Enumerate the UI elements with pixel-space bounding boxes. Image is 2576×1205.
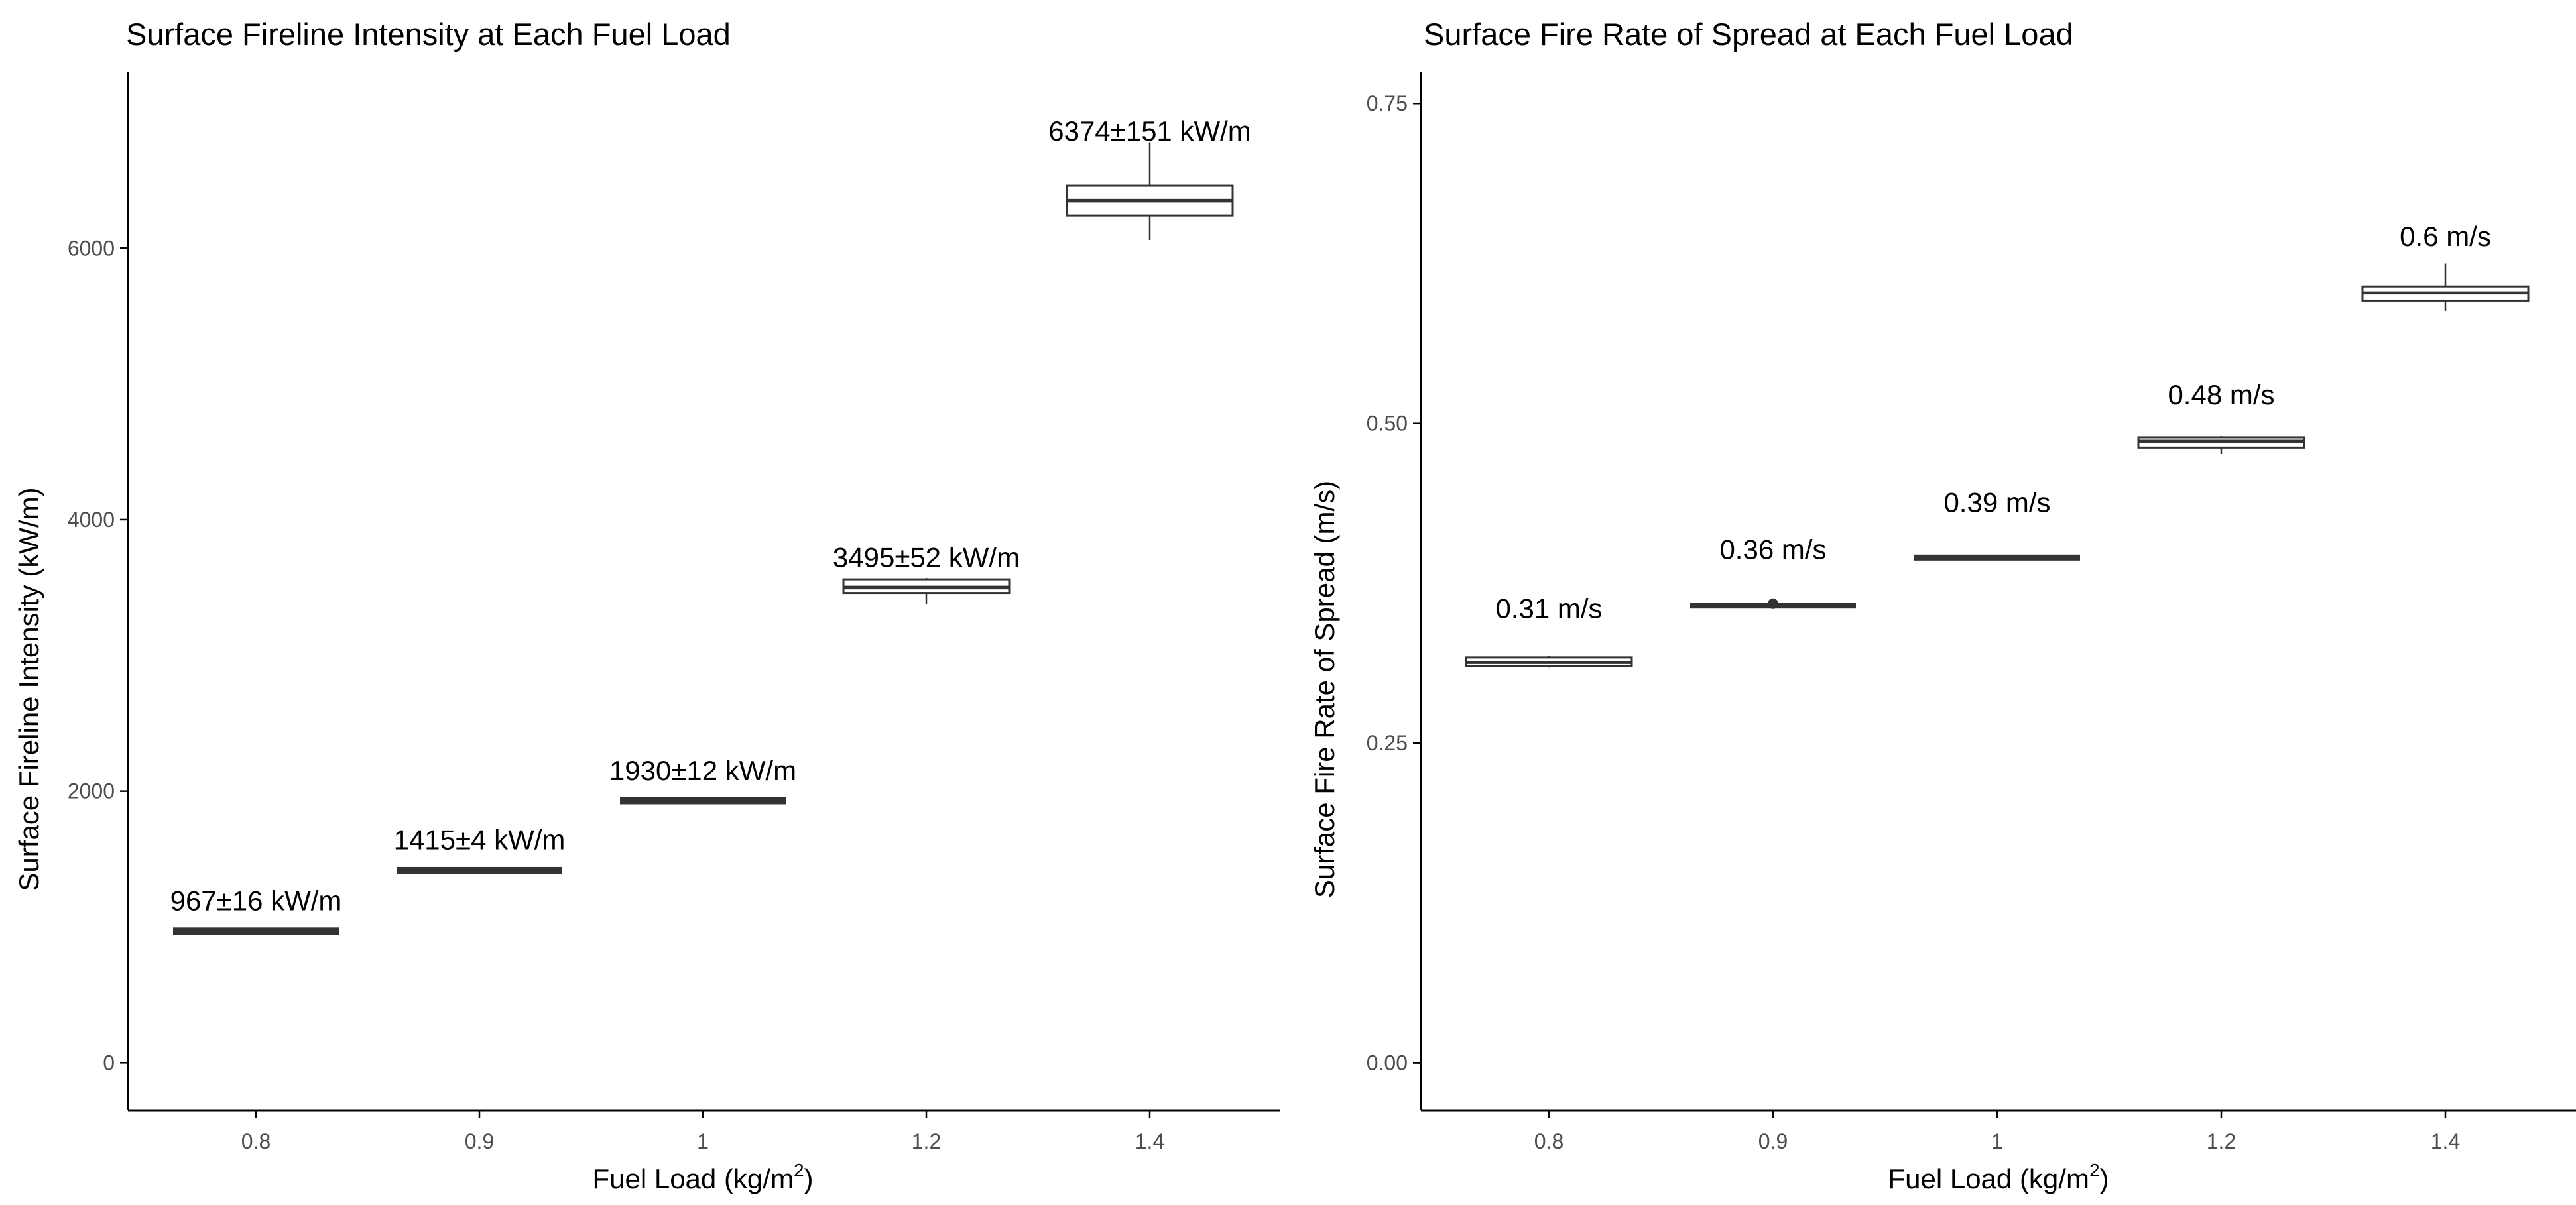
x-tick-label: 1.2 xyxy=(2207,1129,2236,1153)
x-tick-label: 1.4 xyxy=(2431,1129,2460,1153)
x-tick-label: 1.4 xyxy=(1135,1129,1164,1153)
data-labels: 0.31 m/s 0.36 m/s 0.39 m/s 0.48 m/s 0.6 m/s xyxy=(1495,221,2490,624)
y-tick-label: 0.25 xyxy=(1367,731,1408,755)
data-label: 0.48 m/s xyxy=(2168,379,2274,410)
x-tick-label: 0.8 xyxy=(1534,1129,1564,1153)
boxplots xyxy=(1465,263,2530,668)
boxplots xyxy=(173,142,1234,935)
y-tick-label: 4000 xyxy=(68,508,115,532)
y-axis-title: Surface Fire Rate of Spread (m/s) xyxy=(1309,481,1340,898)
data-label: 1415±4 kW/m xyxy=(394,824,566,855)
boxplot-1 xyxy=(620,797,786,805)
boxplot-1.2 xyxy=(842,578,1011,604)
data-label: 1930±12 kW/m xyxy=(609,755,796,786)
data-labels: 967±16 kW/m 1415±4 kW/m 1930±12 kW/m 3495±5… xyxy=(170,115,1251,916)
box xyxy=(1914,554,2080,561)
y-tick-label: 0.50 xyxy=(1367,412,1408,435)
rate-of-spread-chart: Surface Fire Rate of Spread at Each Fuel… xyxy=(1309,17,2576,1194)
boxplot-1.4 xyxy=(1066,142,1234,240)
chart-title: Surface Fire Rate of Spread at Each Fuel… xyxy=(1424,17,2073,52)
data-label: 6374±151 kW/m xyxy=(1048,115,1251,146)
boxplot-0.8 xyxy=(1465,656,1633,668)
boxplot-1 xyxy=(1914,554,2080,561)
intensity-chart: Surface Fireline Intensity at Each Fuel … xyxy=(13,17,1280,1194)
x-tick-label: 0.9 xyxy=(1758,1129,1788,1153)
y-axis-title: Surface Fireline Intensity (kW/m) xyxy=(13,487,44,891)
y-tick-label: 0.00 xyxy=(1367,1051,1408,1075)
boxplot-1.2 xyxy=(2137,435,2305,455)
chart-title: Surface Fireline Intensity at Each Fuel … xyxy=(126,17,731,52)
x-axis-title: Fuel Load (kg/m2) xyxy=(592,1160,813,1194)
y-axis-ticks: 0 2000 4000 6000 xyxy=(68,236,128,1074)
data-label: 0.31 m/s xyxy=(1495,593,1602,624)
x-tick-label: 0.8 xyxy=(241,1129,271,1153)
y-tick-label: 0.75 xyxy=(1367,91,1408,115)
x-tick-label: 1 xyxy=(1991,1129,2003,1153)
boxplot-1.4 xyxy=(2361,263,2530,311)
data-label: 0.36 m/s xyxy=(1719,534,1826,565)
data-label: 0.6 m/s xyxy=(2400,221,2491,252)
boxplot-0.9 xyxy=(1690,598,1856,609)
x-tick-label: 1 xyxy=(697,1129,709,1153)
x-tick-label: 1.2 xyxy=(912,1129,941,1153)
box xyxy=(620,797,786,805)
data-label: 3495±52 kW/m xyxy=(833,542,1020,573)
data-label: 0.39 m/s xyxy=(1943,487,2050,518)
boxplot-0.9 xyxy=(397,866,562,874)
x-axis-ticks: 0.8 0.9 1 1.2 1.4 xyxy=(241,1110,1164,1153)
y-tick-label: 6000 xyxy=(68,236,115,260)
y-tick-label: 0 xyxy=(103,1051,115,1074)
x-tick-label: 0.9 xyxy=(465,1129,494,1153)
y-tick-label: 2000 xyxy=(68,779,115,803)
box xyxy=(397,866,562,874)
boxplot-0.8 xyxy=(173,927,339,935)
outlier-point xyxy=(1768,598,1778,609)
y-axis-ticks: 0.00 0.25 0.50 0.75 xyxy=(1367,91,1421,1075)
x-axis-title: Fuel Load (kg/m2) xyxy=(1888,1160,2109,1194)
x-axis-ticks: 0.8 0.9 1 1.2 1.4 xyxy=(1534,1110,2460,1153)
box xyxy=(173,927,339,935)
data-label: 967±16 kW/m xyxy=(170,886,342,917)
